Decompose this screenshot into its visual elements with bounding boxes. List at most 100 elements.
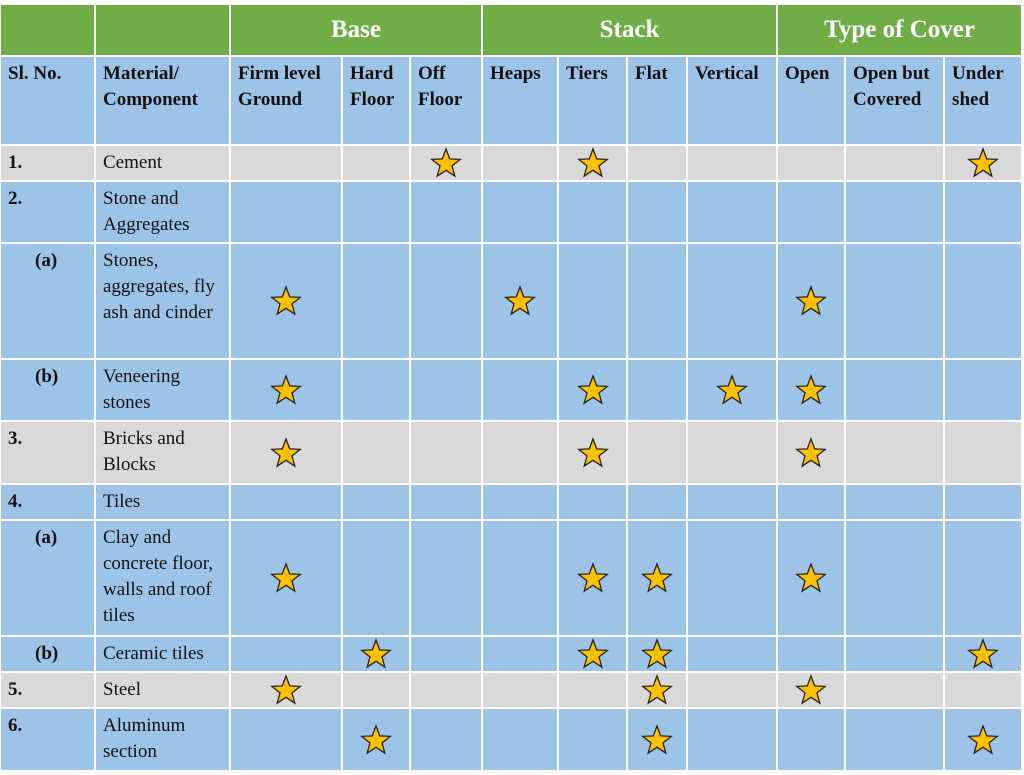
star bbox=[430, 147, 462, 178]
serial-number: 3. bbox=[0, 421, 95, 484]
table-row: 1. Cement bbox=[0, 145, 1023, 181]
material-name: Stone and Aggregates bbox=[95, 181, 230, 243]
mark-cell bbox=[845, 484, 945, 520]
mark-cell bbox=[845, 359, 945, 421]
mark-cell bbox=[627, 243, 687, 359]
mark-cell bbox=[342, 359, 410, 421]
star bbox=[270, 436, 302, 468]
mark-cell bbox=[777, 181, 846, 243]
serial-number: (a) bbox=[0, 520, 95, 636]
mark-cell bbox=[944, 181, 1023, 243]
mark-cell bbox=[944, 708, 1023, 771]
mark-cell bbox=[558, 708, 627, 771]
mark-cell bbox=[627, 421, 687, 484]
mark-cell bbox=[410, 708, 482, 771]
star bbox=[576, 562, 609, 593]
column-header: Vertical bbox=[687, 56, 778, 145]
mark-cell bbox=[944, 145, 1023, 181]
material-name: Steel bbox=[95, 672, 230, 708]
serial-number: 5. bbox=[0, 672, 95, 708]
table-row: (b) Ceramic tiles bbox=[0, 636, 1023, 672]
table-row: (a) Stones, aggregates, fly ash and cinde… bbox=[0, 243, 1023, 359]
mark-cell bbox=[845, 520, 945, 636]
mark-cell bbox=[558, 243, 627, 359]
mark-cell bbox=[410, 181, 482, 243]
group-header-cell: Stack bbox=[482, 4, 778, 56]
material-name: Stones, aggregates, fly ash and cinder bbox=[95, 243, 230, 359]
mark-cell bbox=[944, 359, 1023, 421]
column-header-row: Sl. No. Material/ Component Firm level Gro… bbox=[0, 56, 1023, 145]
mark-cell bbox=[482, 421, 558, 484]
star bbox=[967, 723, 1000, 755]
mark-cell bbox=[687, 421, 778, 484]
mark-cell bbox=[687, 243, 778, 359]
group-header-row: Base Stack Type of Cover bbox=[0, 4, 1023, 56]
mark-cell bbox=[777, 708, 846, 771]
star bbox=[795, 562, 828, 593]
material-name: Veneering stones bbox=[95, 359, 230, 421]
column-header: Hard Floor bbox=[342, 56, 410, 145]
mark-cell bbox=[230, 359, 342, 421]
star bbox=[360, 723, 392, 755]
star bbox=[270, 562, 302, 593]
mark-cell bbox=[845, 243, 945, 359]
mark-cell bbox=[558, 672, 627, 708]
mark-cell bbox=[944, 421, 1023, 484]
mark-cell bbox=[845, 181, 945, 243]
material-name: Clay and concrete floor, walls and roof … bbox=[95, 520, 230, 636]
mark-cell bbox=[410, 484, 482, 520]
mark-cell bbox=[558, 520, 627, 636]
mark-cell bbox=[777, 145, 846, 181]
mark-cell bbox=[944, 484, 1023, 520]
star bbox=[360, 638, 392, 669]
star bbox=[576, 436, 609, 468]
mark-cell bbox=[687, 636, 778, 672]
serial-number: (b) bbox=[0, 359, 95, 421]
mark-cell bbox=[230, 145, 342, 181]
serial-number: 1. bbox=[0, 145, 95, 181]
mark-cell bbox=[777, 243, 846, 359]
star bbox=[504, 285, 536, 316]
mark-cell bbox=[230, 636, 342, 672]
mark-cell bbox=[342, 520, 410, 636]
star bbox=[641, 674, 673, 705]
mark-cell bbox=[687, 708, 778, 771]
mark-cell bbox=[230, 520, 342, 636]
mark-cell bbox=[687, 145, 778, 181]
mark-cell bbox=[410, 145, 482, 181]
star bbox=[795, 374, 828, 405]
mark-cell bbox=[627, 672, 687, 708]
mark-cell bbox=[627, 484, 687, 520]
mark-cell bbox=[342, 636, 410, 672]
storage-table: Base Stack Type of Cover Sl. No. Material/ C… bbox=[0, 4, 1023, 771]
mark-cell bbox=[558, 484, 627, 520]
serial-number: (b) bbox=[0, 636, 95, 672]
table-row: 5. Steel bbox=[0, 672, 1023, 708]
material-name: Cement bbox=[95, 145, 230, 181]
table-row: 6. Aluminum section bbox=[0, 708, 1023, 771]
group-header-cell: Base bbox=[230, 4, 482, 56]
mark-cell bbox=[687, 520, 778, 636]
mark-cell bbox=[777, 484, 846, 520]
mark-cell bbox=[777, 359, 846, 421]
serial-number: (a) bbox=[0, 243, 95, 359]
star bbox=[270, 674, 302, 705]
column-header: Under shed bbox=[944, 56, 1023, 145]
mark-cell bbox=[944, 672, 1023, 708]
column-header: Material/ Component bbox=[95, 56, 230, 145]
star bbox=[270, 374, 302, 405]
table-body: Base Stack Type of Cover Sl. No. Material/ C… bbox=[0, 4, 1023, 771]
mark-cell bbox=[845, 421, 945, 484]
column-header: Open but Covered bbox=[845, 56, 945, 145]
mark-cell bbox=[777, 672, 846, 708]
column-header: Flat bbox=[627, 56, 687, 145]
mark-cell bbox=[627, 359, 687, 421]
mark-cell bbox=[845, 145, 945, 181]
star bbox=[576, 374, 609, 405]
material-name: Bricks and Blocks bbox=[95, 421, 230, 484]
mark-cell bbox=[777, 421, 846, 484]
mark-cell bbox=[558, 145, 627, 181]
mark-cell bbox=[342, 421, 410, 484]
mark-cell bbox=[777, 636, 846, 672]
